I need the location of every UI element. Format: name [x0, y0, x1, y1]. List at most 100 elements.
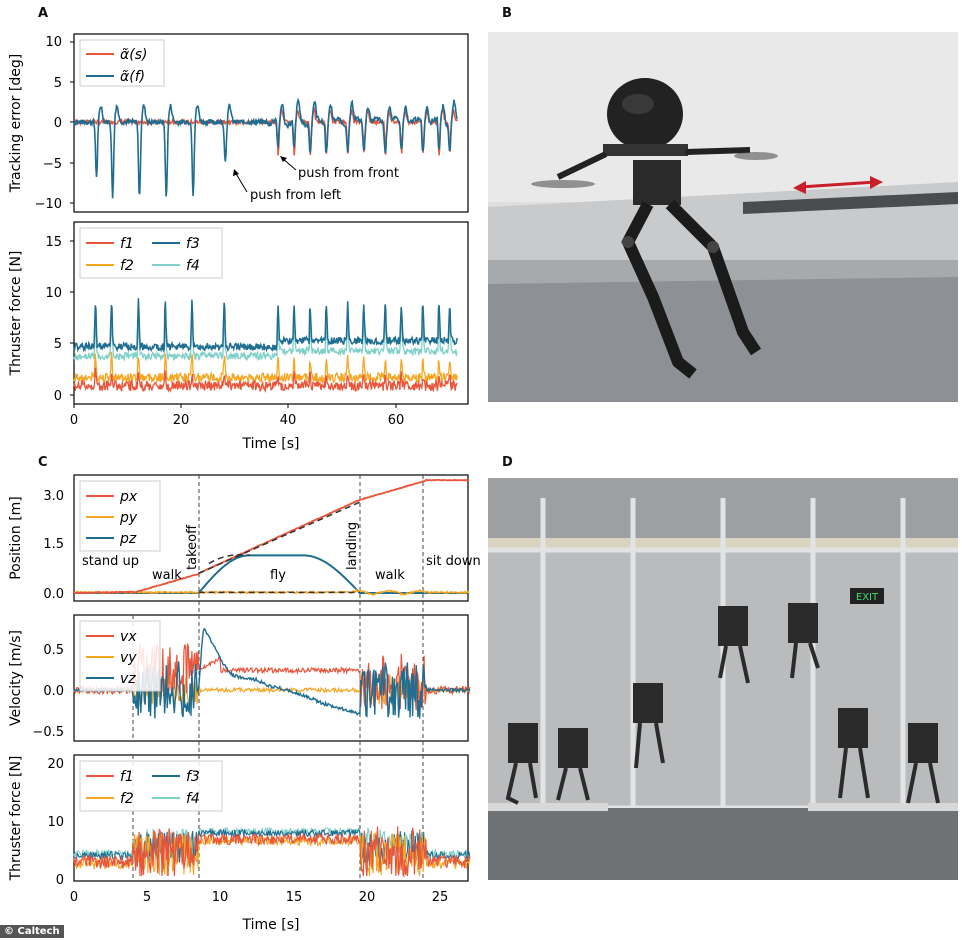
thruster-force-a-ylabel: Thruster force [N]	[8, 251, 24, 377]
robot-photo-b	[488, 32, 958, 402]
ytick: −5	[43, 157, 62, 172]
ytick: 3.0	[43, 489, 64, 504]
exit-sign-text: EXIT	[856, 592, 879, 603]
ytick: 0.0	[43, 587, 64, 602]
ytick: 0	[54, 116, 62, 131]
ytick: 0.5	[43, 643, 64, 658]
position-yticks: 3.0 1.5 0.0	[43, 489, 64, 602]
annotation-push-left: push from left	[250, 188, 341, 203]
legend-label: vx	[120, 629, 137, 645]
series-f1	[73, 367, 458, 394]
series-reference	[198, 501, 361, 594]
velocity-legend: vx vy vz	[79, 620, 161, 692]
ytick: 5	[54, 76, 62, 91]
legend-label: f2	[120, 791, 134, 807]
legend-label: py	[119, 510, 138, 526]
ytick: 1.5	[43, 537, 64, 552]
phase-label: stand up	[82, 554, 139, 569]
ytick: 5	[54, 337, 62, 352]
series-f2	[73, 352, 458, 385]
thruster-force-a-xlabel: Time [s]	[242, 436, 300, 452]
position-ylabel: Position [m]	[8, 496, 24, 580]
xtick: 60	[388, 413, 405, 428]
panel-a-figure: 10 5 0 −5 −10 Tracking error [deg] α̃(s)…	[8, 33, 469, 452]
legend-label: f3	[186, 769, 200, 785]
ytick: 20	[47, 757, 64, 772]
position-axes	[73, 474, 469, 602]
series-vz	[73, 627, 471, 719]
ytick: 10	[47, 815, 64, 830]
tracking-error-yticks: 10 5 0 −5 −10	[35, 35, 62, 212]
xtick: 0	[70, 413, 78, 428]
panel-letter-d: D	[502, 455, 513, 470]
phase-label: landing	[345, 522, 360, 570]
robot-illustration	[488, 32, 958, 402]
annotation-push-front: push from front	[298, 166, 399, 181]
robot-photo-d: EXIT	[488, 478, 958, 880]
xtick: 20	[173, 413, 190, 428]
tracking-error-legend: α̃(s) α̃(f)	[79, 39, 165, 87]
phase-label: walk	[152, 568, 182, 583]
velocity-axes	[73, 614, 469, 742]
xtick: 10	[212, 890, 229, 905]
legend-label: vz	[120, 671, 136, 687]
panel-letter-a: A	[38, 6, 49, 21]
phase-label: takeoff	[185, 524, 200, 570]
ytick: −0.5	[32, 725, 64, 740]
xtick: 5	[143, 890, 151, 905]
ytick: 0	[56, 873, 64, 888]
series-alpha-f	[73, 97, 458, 199]
phase-label: fly	[270, 568, 286, 583]
phase-label: walk	[375, 568, 405, 583]
phase-labels: stand up walk takeoff fly landing walk s…	[82, 522, 480, 583]
position-legend: px py pz	[79, 480, 161, 552]
legend-label: f1	[120, 236, 134, 252]
phase-label: sit down	[426, 554, 480, 569]
legend-label: f1	[120, 769, 134, 785]
series-f3	[73, 298, 458, 353]
thruster-force-c-axes	[73, 754, 469, 882]
xtick: 40	[280, 413, 297, 428]
thruster-force-a-xticks: 0 20 40 60	[70, 413, 404, 428]
legend-label: px	[119, 489, 138, 505]
legend-label: α̃(f)	[120, 69, 145, 85]
thruster-force-c-yticks: 20 10 0	[47, 757, 64, 888]
velocity-ylabel: Velocity [m/s]	[8, 630, 24, 726]
lab-illustration: EXIT	[488, 478, 958, 880]
thruster-force-a-legend: f1 f2 f3 f4	[79, 227, 223, 279]
thruster-force-a-axes	[73, 221, 469, 405]
ytick: 10	[45, 35, 62, 50]
xtick: 0	[70, 890, 78, 905]
legend-label: α̃(s)	[120, 47, 147, 63]
thruster-force-c-xlabel: Time [s]	[242, 917, 300, 933]
tracking-error-ylabel: Tracking error [deg]	[8, 54, 24, 193]
panel-letter-b: B	[502, 6, 512, 21]
legend-label: pz	[119, 531, 137, 547]
red-arrow-icon	[799, 180, 877, 189]
series-px	[73, 478, 470, 595]
ytick: 10	[45, 286, 62, 301]
thruster-force-c-ylabel: Thruster force [N]	[8, 756, 24, 882]
robot-silhouettes	[508, 603, 938, 768]
xtick: 20	[359, 890, 376, 905]
legend-label: f2	[120, 258, 134, 274]
xtick: 15	[286, 890, 303, 905]
xtick: 25	[432, 890, 449, 905]
credit-badge: © Caltech	[0, 925, 64, 938]
legend-label: f4	[186, 258, 200, 274]
panel-c-figure: 3.0 1.5 0.0 Position [m] 0.5 0.0 −0.5 Ve…	[8, 474, 480, 933]
series-f1	[73, 826, 471, 878]
ytick: 15	[45, 235, 62, 250]
thruster-force-a-yticks: 15 10 5 0	[45, 235, 62, 404]
panel-letter-c: C	[38, 455, 48, 470]
velocity-yticks: 0.5 0.0 −0.5	[32, 643, 64, 740]
series-pz	[74, 554, 470, 594]
legend-label: f3	[186, 236, 200, 252]
ytick: 0.0	[43, 684, 64, 699]
thruster-force-c-xticks: 0 5 10 15 20 25	[70, 890, 448, 905]
ytick: 0	[54, 389, 62, 404]
legend-label: vy	[120, 650, 137, 666]
ytick: −10	[35, 197, 62, 212]
legend-label: f4	[186, 791, 200, 807]
thruster-force-c-legend: f1 f2 f3 f4	[79, 760, 223, 812]
